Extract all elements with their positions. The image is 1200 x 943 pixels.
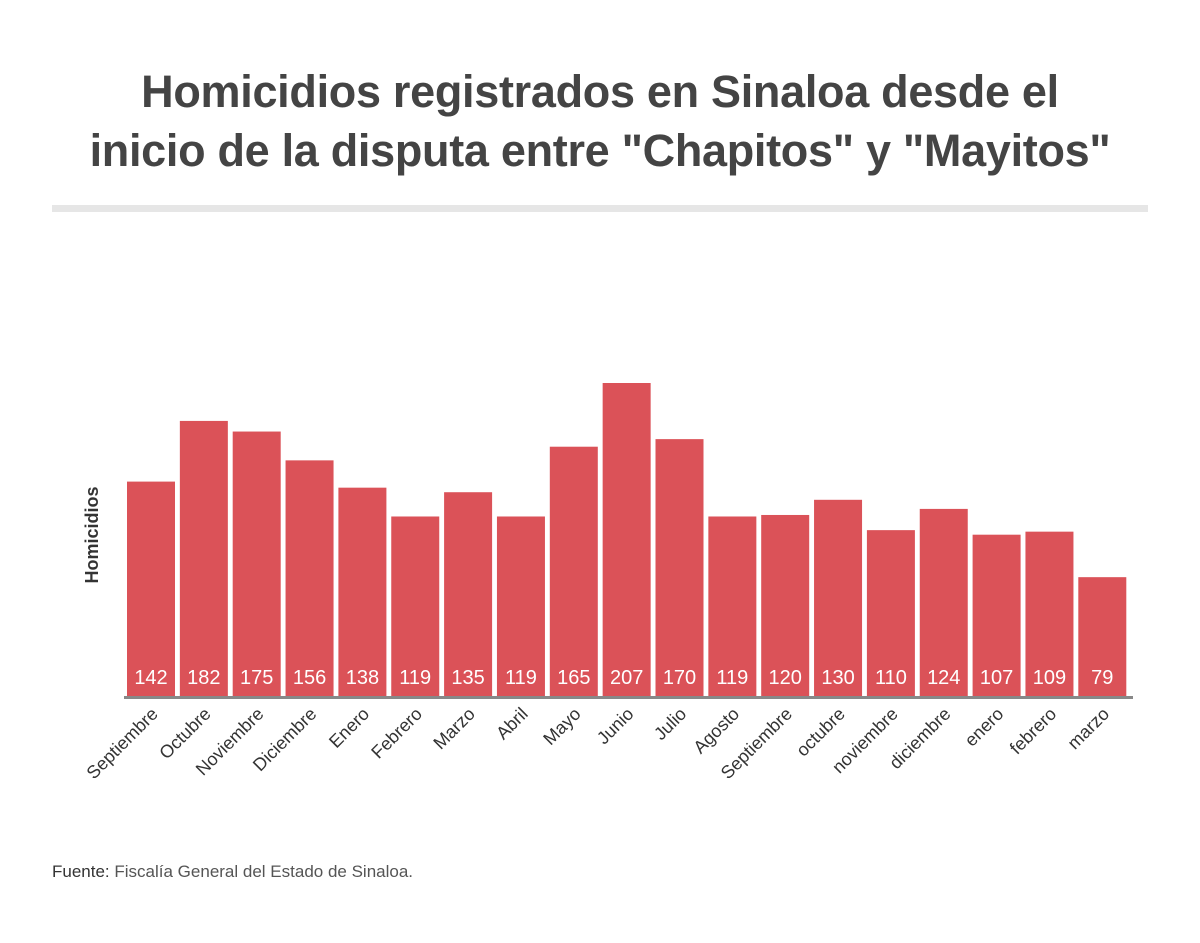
- x-tick-label: Febrero: [367, 704, 426, 763]
- bar: [232, 431, 281, 697]
- bar-value-label: 120: [769, 667, 802, 689]
- x-tick-label: Julio: [650, 704, 690, 744]
- x-tick-label: Marzo: [429, 704, 479, 754]
- y-axis-label: Homicidios: [82, 486, 102, 583]
- bar-value-label: 124: [927, 667, 960, 689]
- source-text: Fiscalía General del Estado de Sinaloa.: [114, 862, 414, 881]
- bar: [1025, 531, 1074, 697]
- bar: [285, 460, 334, 697]
- bar-value-label: 109: [1033, 667, 1066, 689]
- bar-value-label: 119: [399, 667, 431, 689]
- bar-chart: Homicidios 142Septiembre182Octubre175Nov…: [82, 383, 1133, 783]
- x-tick-label: febrero: [1006, 704, 1060, 758]
- bar: [127, 481, 175, 697]
- x-tick-label: Septiembre: [83, 704, 162, 783]
- x-tick-label: Abril: [492, 704, 532, 744]
- bar-value-label: 135: [451, 667, 484, 689]
- x-tick-label: Enero: [325, 704, 373, 752]
- bar: [338, 487, 387, 697]
- bar: [814, 499, 863, 697]
- bar-value-label: 110: [875, 667, 907, 689]
- bar-value-label: 182: [187, 667, 220, 689]
- bar: [919, 508, 968, 697]
- bar: [496, 516, 545, 697]
- bar-value-label: 142: [134, 667, 167, 689]
- bar-value-label: 175: [240, 667, 273, 689]
- x-tick-label: Junio: [593, 704, 638, 749]
- bar: [602, 383, 651, 697]
- bar: [761, 514, 810, 697]
- bar-value-label: 107: [980, 667, 1013, 689]
- source-label: Fuente:: [52, 862, 110, 881]
- bar-value-label: 79: [1091, 667, 1113, 689]
- bar: [972, 534, 1021, 697]
- bar-value-label: 165: [557, 667, 590, 689]
- x-tick-label: enero: [961, 704, 1008, 751]
- bar: [179, 420, 228, 697]
- title-line-2: inicio de la disputa entre "Chapitos" y …: [89, 125, 1111, 176]
- x-tick-label: marzo: [1064, 704, 1114, 754]
- bar: [391, 516, 440, 697]
- x-tick-label: Mayo: [539, 704, 584, 749]
- title-line-1: Homicidios registrados en Sinaloa desde …: [141, 66, 1059, 117]
- bar-value-label: 119: [716, 667, 748, 689]
- bar-value-label: 170: [663, 667, 696, 689]
- bar: [708, 516, 757, 697]
- bar-value-label: 138: [346, 667, 379, 689]
- bar: [866, 530, 915, 697]
- bar: [444, 492, 493, 697]
- bar-value-label: 119: [505, 667, 537, 689]
- bar: [655, 439, 704, 697]
- bar-value-label: 207: [610, 667, 643, 689]
- bar: [549, 446, 598, 697]
- chart-title: Homicidios registrados en Sinaloa desde …: [0, 62, 1200, 180]
- bar-value-label: 156: [293, 667, 326, 689]
- bar-value-label: 130: [821, 667, 854, 689]
- bar: [1078, 577, 1127, 697]
- source-note: Fuente: Fiscalía General del Estado de S…: [52, 862, 413, 882]
- title-divider: [52, 205, 1148, 212]
